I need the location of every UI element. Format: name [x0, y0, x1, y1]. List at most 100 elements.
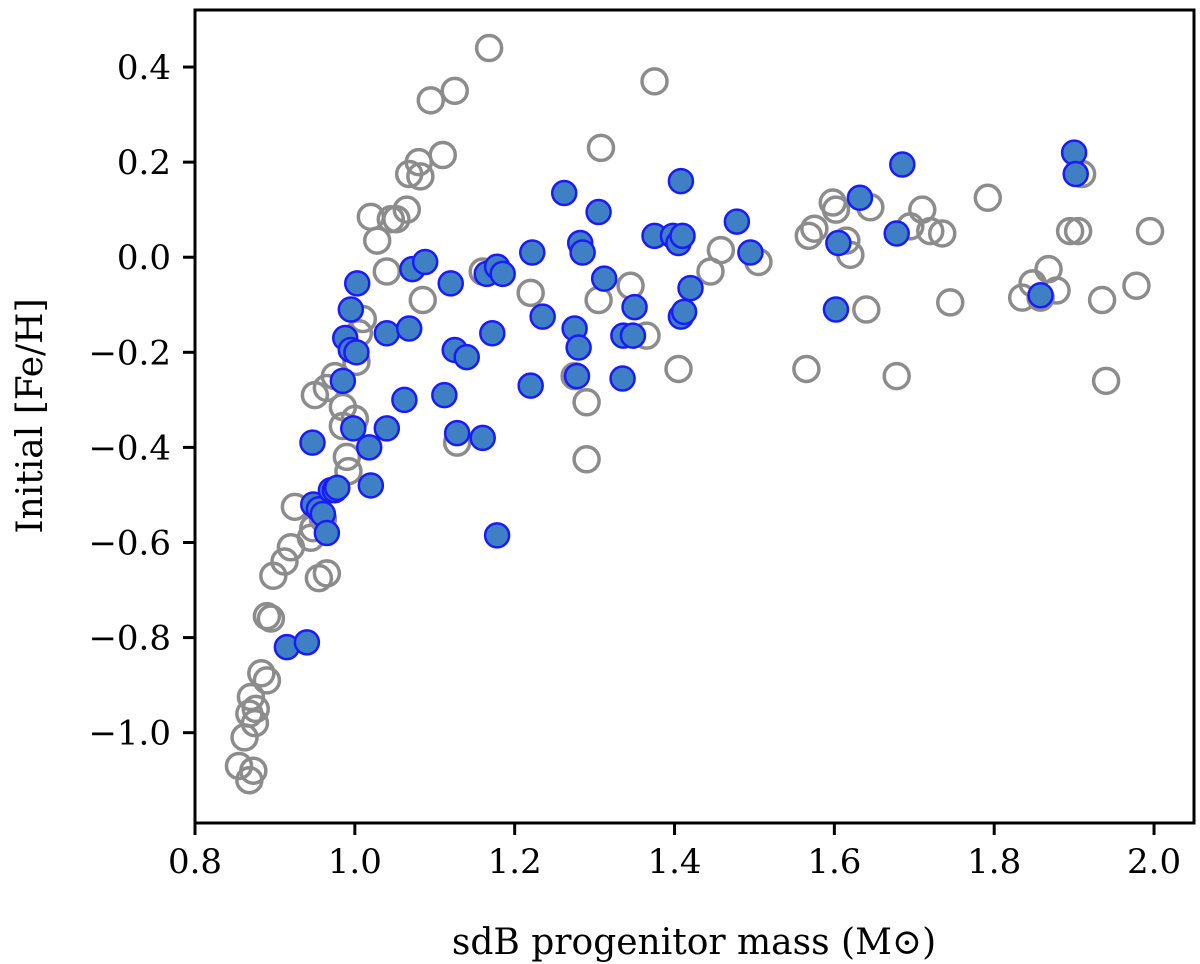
open-data-point [256, 604, 286, 633]
y-tick-label: 0.4 [117, 48, 171, 88]
filled-data-point [517, 372, 544, 399]
filled-data-point [1027, 282, 1054, 309]
open-data-point [474, 33, 504, 63]
open-data-point [928, 219, 957, 248]
filled-data-point [373, 415, 401, 442]
y-tick-label: −0.2 [88, 333, 171, 373]
x-tick-label: 1.2 [488, 842, 542, 882]
filled-data-point [677, 274, 704, 302]
filled-data-point [667, 167, 695, 195]
open-data-point [616, 271, 645, 301]
open-data-point [640, 67, 669, 96]
filled-data-point [453, 343, 480, 371]
filled-series [273, 139, 1089, 661]
y-tick-label: −0.6 [88, 523, 171, 563]
y-axis: 0.4 0.2 0.0 −0.2 −0.4 −0.6 −0.8 −1.0 [88, 48, 195, 754]
filled-data-point [822, 296, 850, 323]
filled-data-point [479, 320, 506, 347]
filled-data-point [825, 229, 852, 257]
open-data-point [1063, 216, 1093, 246]
x-tick-label: 0.8 [168, 842, 222, 882]
open-data-point [428, 140, 458, 170]
filled-data-point [373, 320, 401, 347]
open-data-point [416, 86, 446, 115]
filled-data-point [550, 179, 578, 207]
filled-data-point [339, 415, 367, 442]
filled-data-point [609, 365, 636, 392]
open-data-point [852, 295, 881, 324]
filled-data-point [469, 424, 496, 452]
open-data-point [935, 288, 965, 317]
open-data-point [800, 214, 829, 243]
filled-data-point [483, 522, 511, 549]
filled-data-point [437, 270, 464, 297]
filled-data-point [324, 474, 351, 502]
open-data-point [239, 756, 268, 785]
filled-data-point [329, 367, 357, 395]
filled-data-point [565, 334, 592, 361]
filled-data-point [431, 381, 458, 409]
open-series [224, 33, 1165, 795]
filled-data-point [846, 184, 874, 212]
y-tick-label: −0.4 [88, 428, 171, 468]
open-data-point [516, 278, 545, 308]
x-axis: 0.8 1.0 1.2 1.4 1.6 1.8 2.0 [168, 823, 1181, 882]
filled-data-point [1062, 160, 1089, 188]
open-data-point [332, 442, 362, 472]
filled-data-point [889, 151, 916, 178]
filled-data-point [443, 419, 471, 447]
filled-data-point [569, 239, 596, 266]
open-data-point [706, 235, 736, 265]
filled-data-point [883, 220, 910, 247]
filled-data-point [670, 298, 698, 326]
open-data-point [236, 682, 266, 712]
open-data-point [792, 354, 821, 384]
open-data-point [664, 354, 693, 384]
filled-data-point [355, 434, 383, 461]
filled-data-point [395, 315, 423, 342]
y-tick-label: 0.2 [117, 143, 171, 183]
filled-data-point [563, 362, 591, 390]
y-tick-label: 0.0 [117, 238, 171, 278]
open-data-point [1091, 366, 1121, 396]
y-tick-label: −0.8 [88, 619, 171, 659]
open-data-point [362, 226, 392, 255]
filled-data-point [590, 265, 618, 292]
filled-data-point [337, 296, 365, 323]
open-data-point [372, 257, 402, 286]
filled-data-point [343, 270, 371, 297]
open-data-point [1087, 285, 1117, 315]
y-axis-title: Initial [Fe/H] [10, 298, 51, 533]
x-axis-title: sdB progenitor mass (M⊙) [452, 922, 936, 963]
x-tick-label: 2.0 [1127, 842, 1181, 882]
open-data-point [247, 658, 276, 688]
plot-frame [193, 8, 1196, 825]
filled-data-point [357, 472, 385, 499]
filled-data-point [737, 239, 764, 266]
y-tick-label: −1.0 [88, 714, 171, 754]
open-data-point [794, 221, 824, 251]
x-tick-label: 1.0 [328, 842, 382, 882]
filled-data-point [529, 303, 556, 330]
open-data-point [916, 216, 945, 246]
open-data-point [1055, 216, 1085, 246]
open-data-point [1135, 216, 1165, 246]
open-data-point [408, 285, 438, 315]
filled-data-point [411, 248, 439, 276]
open-data-point [406, 162, 435, 191]
open-data-point [572, 445, 601, 474]
open-data-point [973, 183, 1003, 213]
filled-data-point [619, 322, 647, 349]
filled-data-point [621, 293, 648, 321]
open-data-point [586, 133, 616, 163]
x-tick-label: 1.8 [967, 842, 1021, 882]
filled-data-point [313, 519, 341, 547]
filled-data-point [723, 208, 751, 235]
filled-data-point [343, 339, 370, 366]
filled-data-point [391, 386, 418, 414]
open-data-point [270, 547, 299, 576]
open-data-point [572, 387, 601, 417]
filled-data-point [585, 198, 612, 226]
filled-data-point [669, 222, 696, 250]
